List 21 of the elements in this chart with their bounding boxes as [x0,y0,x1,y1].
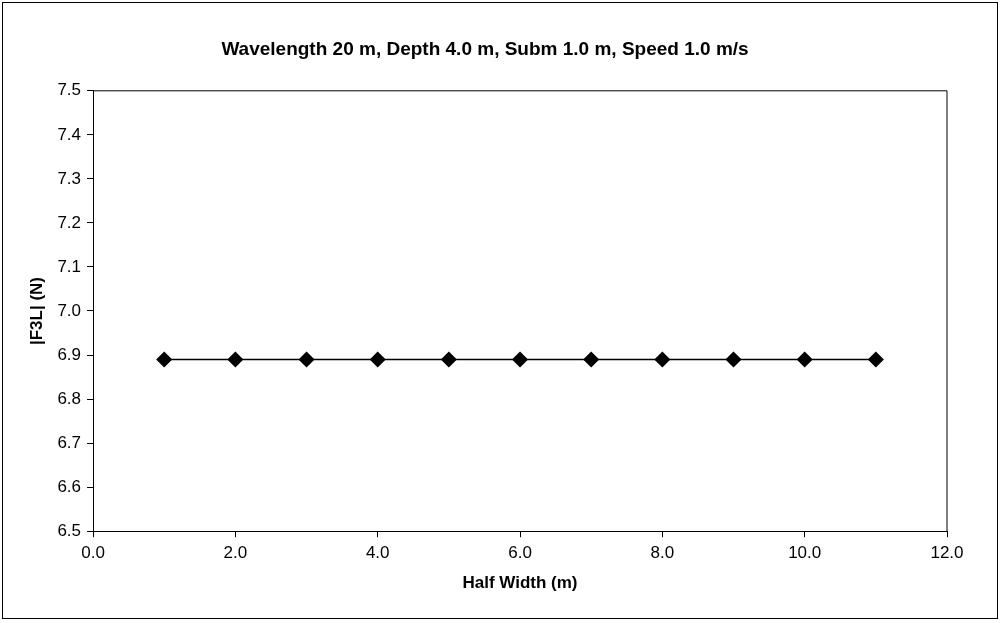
x-tick-label: 10.0 [788,543,822,563]
y-axis-title: |F3L| (N) [26,276,46,346]
x-tick-label: 8.0 [650,543,675,563]
y-tick-label: 6.8 [57,388,82,408]
x-tick-label: 0.0 [81,543,105,563]
y-tick-label: 6.9 [57,344,82,364]
y-tick-label: 6.6 [57,476,82,496]
chart-title: Wavelength 20 m, Depth 4.0 m, Subm 1.0 m, Speed 1.0 m/s [221,37,749,59]
y-tick-label: 7.0 [57,300,82,320]
y-tick-label: 7.1 [57,256,82,276]
x-tick-label: 4.0 [365,543,390,563]
x-tick-label: 6.0 [508,543,532,563]
x-tick-label: 2.0 [223,543,248,563]
y-tick-label: 7.3 [57,168,82,188]
y-tick-label: 7.5 [57,80,82,100]
y-tick-label: 7.4 [57,124,82,144]
y-tick-label: 6.5 [57,520,82,540]
y-tick-label: 6.7 [57,432,82,452]
x-tick-label: 12.0 [930,543,964,563]
y-tick-label: 7.2 [57,212,82,232]
x-axis-title: Half Width (m) [462,573,578,593]
